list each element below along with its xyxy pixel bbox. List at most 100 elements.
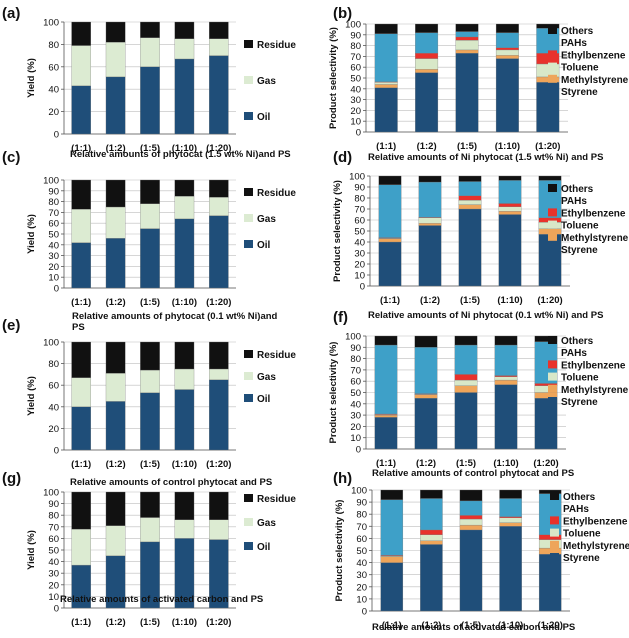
- y-tick-label: 30: [350, 411, 361, 422]
- x-tick-label: (1:10): [172, 617, 197, 628]
- legend-swatch-toluene: [550, 528, 559, 537]
- bar-styrene-1: [374, 87, 398, 133]
- x-axis-label: Relative amounts of activated carbon and…: [60, 594, 263, 605]
- y-tick-label: 100: [43, 176, 59, 187]
- legend-label-gas: Gas: [257, 372, 276, 383]
- legend-swatch-others: [550, 492, 559, 500]
- bar-methylstyrene-2: [414, 394, 438, 399]
- x-tick-label: (1:5): [140, 459, 160, 470]
- y-tick-label: 100: [345, 332, 361, 343]
- x-tick-label: (1:1): [71, 143, 91, 154]
- bar-gas-2: [105, 42, 126, 78]
- y-axis-label: Product selectivity (%): [334, 500, 345, 602]
- bar-oil-1: [71, 242, 91, 289]
- bar-toluene-2: [418, 217, 442, 224]
- bar-toluene-2: [415, 58, 439, 70]
- chart-panel-5: (e) 0 20 40 60 80 100 Yield (%) (1:1) (1:2) (1:5) (…: [2, 317, 296, 488]
- x-tick-label: (1:10): [172, 459, 197, 470]
- x-tick-label: (1:10): [495, 141, 520, 152]
- y-tick-label: 60: [48, 219, 59, 230]
- y-tick-label: 20: [350, 106, 361, 117]
- legend-label-pahs: PAHs: [561, 196, 587, 207]
- bar-pahs-2: [420, 498, 443, 531]
- bar-ethylbenzene-4: [495, 47, 519, 51]
- bar-oil-4: [174, 218, 195, 289]
- y-axis-label: Yield (%): [26, 530, 37, 570]
- y-tick-label: 80: [350, 354, 361, 365]
- y-tick-label: 70: [350, 365, 361, 376]
- y-tick-label: 100: [345, 20, 361, 31]
- x-tick-label: (1:5): [461, 620, 481, 631]
- legend-label-others: Others: [561, 184, 594, 195]
- y-tick-label: 10: [354, 271, 365, 282]
- panel-label: (e): [2, 317, 20, 334]
- legend-swatch-gas: [244, 214, 253, 222]
- y-tick-label: 60: [350, 377, 361, 388]
- panel-label: (f): [333, 309, 348, 326]
- y-tick-label: 80: [48, 511, 59, 522]
- x-axis-label: Relative amounts of Ni phytocat (0.1 wt%…: [368, 310, 603, 321]
- bar-oil-3: [140, 228, 160, 289]
- legend-swatch-methylstyrene: [548, 232, 557, 241]
- legend-label-methylstyrene: Methylstyrene: [563, 541, 629, 552]
- y-tick-label: 0: [356, 445, 361, 456]
- legend-label-gas: Gas: [257, 76, 276, 87]
- y-tick-label: 20: [356, 582, 367, 593]
- bar-residue-3: [140, 21, 160, 38]
- bar-styrene-2: [415, 72, 439, 133]
- y-tick-label: 100: [43, 18, 59, 29]
- legend-swatch-ethylbenzene: [550, 516, 559, 525]
- legend-swatch-residue: [244, 350, 253, 358]
- bar-styrene-3: [458, 208, 482, 287]
- bar-pahs-1: [380, 499, 404, 556]
- bar-residue-4: [174, 179, 195, 197]
- y-tick-label: 80: [48, 197, 59, 208]
- bar-toluene-4: [498, 206, 522, 212]
- legend-label-methylstyrene: Methylstyrene: [561, 75, 629, 86]
- bar-pahs-2: [415, 32, 439, 54]
- bar-methylstyrene-4: [499, 522, 522, 527]
- bar-gas-5: [209, 519, 229, 540]
- x-tick-label: (1:5): [457, 141, 477, 152]
- y-tick-label: 0: [360, 282, 365, 293]
- x-tick-label: (1:2): [106, 143, 126, 154]
- bar-ethylbenzene-4: [499, 516, 522, 518]
- bar-oil-3: [140, 66, 160, 135]
- bar-pahs-3: [458, 181, 482, 196]
- panel-label: (d): [333, 149, 352, 166]
- bar-others-2: [415, 23, 439, 33]
- y-tick-label: 70: [48, 522, 59, 533]
- legend-swatch-methylstyrene: [548, 384, 557, 393]
- bar-others-4: [495, 23, 519, 33]
- y-tick-label: 100: [349, 172, 365, 183]
- legend-label-oil: Oil: [257, 394, 271, 405]
- chart-panel-1: (a) 0 20 40 60 80 100 Yield (%) (1:1) (1:2) (1:5) (…: [2, 5, 296, 160]
- y-tick-label: 60: [354, 216, 365, 227]
- bar-methylstyrene-4: [494, 379, 518, 385]
- y-tick-label: 30: [356, 570, 367, 581]
- bar-toluene-4: [495, 49, 519, 56]
- legend-label-styrene: Styrene: [563, 553, 600, 564]
- legend-swatch-pahs: [550, 504, 559, 513]
- legend-swatch-styrene: [550, 553, 559, 561]
- x-tick-label: (1:10): [172, 297, 197, 308]
- bar-others-4: [499, 489, 522, 499]
- bar-pahs-2: [418, 181, 442, 218]
- bar-residue-2: [105, 21, 126, 43]
- legend-label-styrene: Styrene: [561, 87, 598, 98]
- bar-residue-3: [140, 179, 160, 204]
- legend-swatch-ethylbenzene: [548, 360, 557, 369]
- y-tick-label: 50: [48, 546, 59, 557]
- legend-label-ethylbenzene: Ethylbenzene: [561, 360, 626, 371]
- bar-pahs-4: [495, 32, 519, 48]
- legend-label-ethylbenzene: Ethylbenzene: [563, 516, 628, 527]
- y-axis-label: Product selectivity (%): [328, 342, 339, 444]
- x-tick-label: (1:20): [538, 620, 563, 631]
- bar-others-4: [498, 175, 522, 181]
- y-axis-label: Yield (%): [26, 376, 37, 416]
- y-tick-label: 90: [354, 183, 365, 194]
- legend-label-methylstyrene: Methylstyrene: [561, 233, 629, 244]
